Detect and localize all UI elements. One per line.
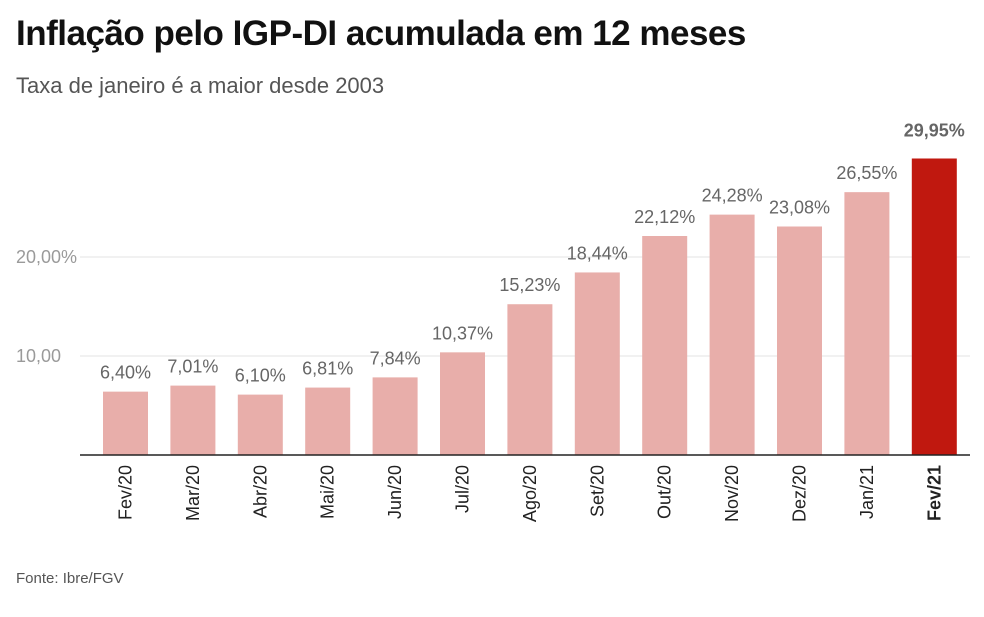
data-label: 7,01% [167, 357, 218, 377]
y-tick-label: 20,00% [16, 247, 77, 267]
data-label: 10,37% [432, 323, 493, 343]
x-tick-label: Jul/20 [453, 465, 473, 513]
source-note: Fonte: Ibre/FGV [16, 570, 124, 587]
x-tick-label: Mar/20 [183, 465, 203, 521]
bar [911, 158, 957, 455]
bar [372, 377, 418, 455]
data-label: 6,10% [235, 366, 286, 386]
bar [305, 387, 351, 455]
bar [777, 226, 822, 455]
bar [237, 394, 283, 455]
data-label: 29,95% [904, 120, 965, 140]
data-label: 6,81% [302, 359, 353, 379]
data-label: 6,40% [100, 363, 151, 383]
x-tick-label: Nov/20 [722, 465, 742, 522]
chart-title: Inflação pelo IGP-DI acumulada em 12 mes… [16, 14, 746, 53]
data-label: 26,55% [836, 163, 897, 183]
data-label: 15,23% [499, 275, 560, 295]
bar [709, 214, 755, 455]
bar [574, 272, 620, 455]
x-tick-label: Dez/20 [790, 465, 810, 522]
y-tick-label: 10,00 [16, 346, 61, 366]
x-tick-label: Fev/21 [924, 465, 944, 521]
x-tick-label: Jun/20 [385, 465, 405, 519]
data-label: 7,84% [370, 348, 421, 368]
x-tick-label: Abr/20 [250, 465, 270, 518]
data-label: 22,12% [634, 207, 695, 227]
bar [642, 236, 688, 455]
bar [170, 385, 216, 455]
bar [103, 391, 148, 455]
x-tick-label: Mai/20 [318, 465, 338, 519]
x-tick-label: Out/20 [655, 465, 675, 519]
bar [440, 352, 485, 455]
x-tick-label: Ago/20 [520, 465, 540, 522]
data-label: 23,08% [769, 198, 830, 218]
bar [507, 304, 553, 455]
chart-subtitle: Taxa de janeiro é a maior desde 2003 [16, 73, 385, 98]
data-label: 24,28% [702, 186, 763, 206]
x-tick-label: Jan/21 [857, 465, 877, 519]
bar [844, 192, 890, 455]
x-tick-label: Fev/20 [116, 465, 136, 520]
x-tick-label: Set/20 [587, 465, 607, 517]
data-label: 18,44% [567, 243, 628, 263]
